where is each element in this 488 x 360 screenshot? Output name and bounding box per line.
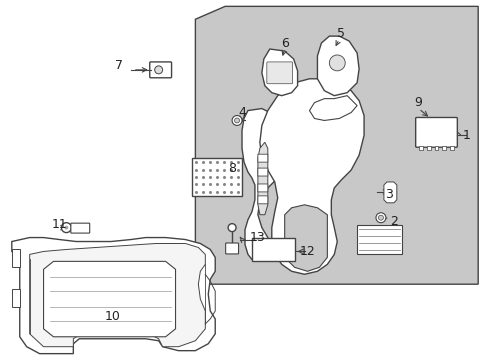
Text: 11: 11	[51, 218, 67, 231]
Polygon shape	[30, 243, 205, 347]
Polygon shape	[284, 205, 326, 271]
Bar	[449, 146, 453, 150]
Text: 5: 5	[337, 27, 345, 40]
Text: 7: 7	[115, 59, 122, 72]
Circle shape	[328, 55, 345, 71]
Bar	[426, 146, 429, 150]
Circle shape	[61, 223, 71, 233]
Text: 1: 1	[461, 129, 469, 142]
Circle shape	[232, 116, 242, 125]
Polygon shape	[259, 79, 364, 274]
Circle shape	[154, 66, 163, 74]
Circle shape	[64, 226, 68, 230]
Bar	[12, 289, 20, 307]
Text: 2: 2	[389, 215, 397, 228]
Circle shape	[378, 215, 383, 220]
FancyBboxPatch shape	[257, 154, 267, 162]
FancyBboxPatch shape	[415, 117, 456, 147]
FancyBboxPatch shape	[149, 62, 171, 78]
Text: 4: 4	[238, 106, 245, 119]
Polygon shape	[317, 36, 358, 96]
Bar	[418, 146, 422, 150]
Polygon shape	[242, 109, 287, 261]
Bar	[356, 225, 401, 255]
FancyBboxPatch shape	[266, 62, 292, 84]
Bar	[442, 146, 446, 150]
Bar	[12, 249, 20, 267]
Bar	[434, 146, 438, 150]
Text: 12: 12	[299, 245, 315, 258]
Polygon shape	[195, 6, 477, 284]
Text: 8: 8	[227, 162, 236, 175]
Text: 13: 13	[249, 231, 265, 244]
Polygon shape	[309, 96, 356, 121]
Circle shape	[234, 118, 239, 123]
Text: 6: 6	[280, 37, 288, 50]
Bar	[192, 158, 242, 196]
Polygon shape	[257, 142, 267, 215]
Polygon shape	[12, 238, 215, 354]
Polygon shape	[383, 182, 396, 203]
Text: 9: 9	[414, 96, 422, 109]
FancyBboxPatch shape	[257, 168, 267, 176]
Polygon shape	[43, 261, 175, 337]
FancyBboxPatch shape	[257, 184, 267, 192]
Text: 3: 3	[384, 188, 392, 201]
FancyBboxPatch shape	[225, 243, 238, 254]
Polygon shape	[262, 49, 297, 96]
Text: 10: 10	[105, 310, 121, 323]
FancyBboxPatch shape	[71, 223, 89, 233]
Polygon shape	[251, 238, 294, 261]
Circle shape	[228, 224, 236, 231]
FancyBboxPatch shape	[257, 196, 267, 204]
Circle shape	[375, 213, 385, 223]
